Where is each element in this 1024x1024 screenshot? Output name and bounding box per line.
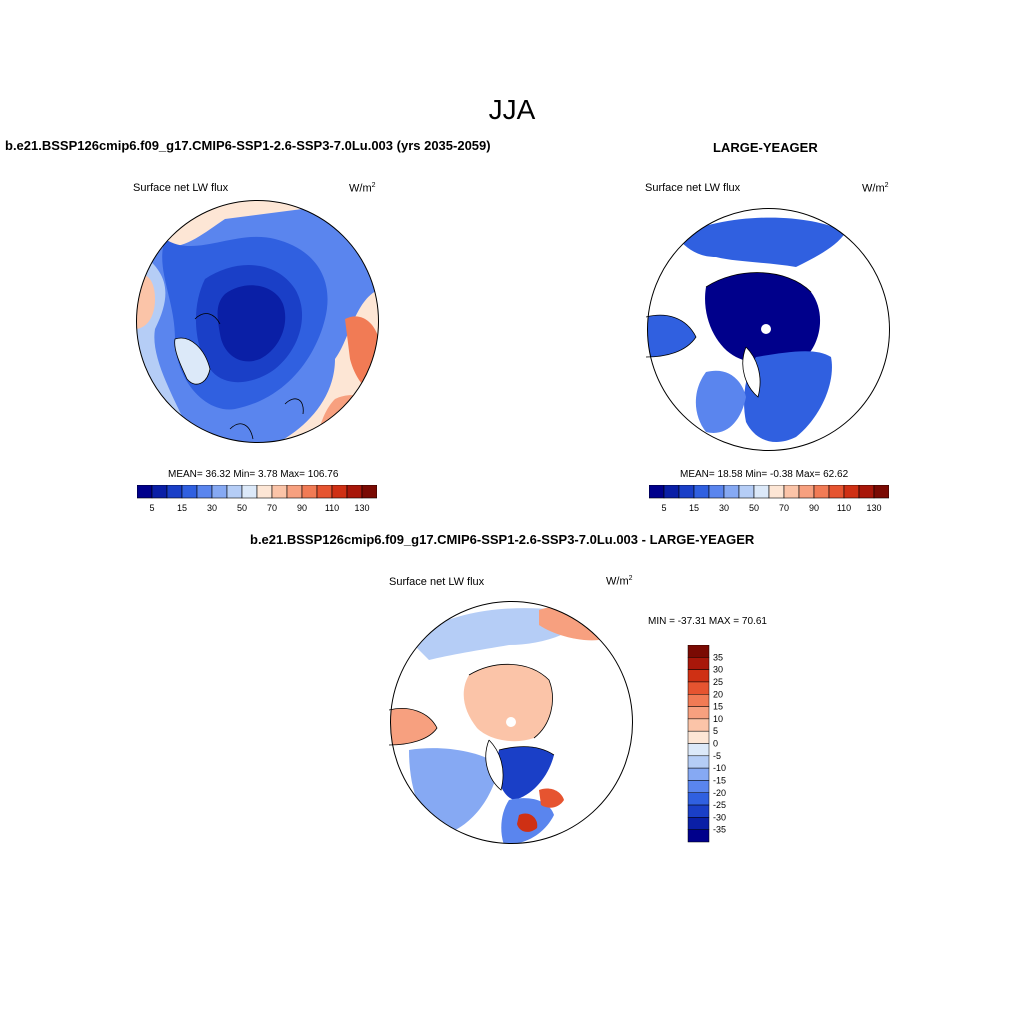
panel-b-colorbar-swatch: [693, 485, 710, 499]
panel-c-colorbar-tick-label: 25: [713, 677, 723, 687]
panel-a-colorbar-swatch: [211, 485, 228, 499]
panel-a-units: W/m2: [349, 182, 376, 195]
panel-c-colorbar-swatch: [687, 730, 710, 744]
panel-c-case-title: b.e21.BSSP126cmip6.f09_g17.CMIP6-SSP1-2.…: [250, 532, 755, 547]
panel-c-colorbar-tick-label: 10: [713, 714, 723, 724]
panel-c-colorbar-tick-label: -15: [713, 775, 726, 785]
panel-c-units: W/m2: [606, 575, 633, 588]
panel-b-colorbar-swatch: [753, 485, 770, 499]
panel-b-colorbar-tick-label: 50: [749, 503, 759, 513]
panel-a-colorbar-swatch: [181, 485, 198, 499]
panel-c-colorbar-tick-label: 15: [713, 702, 723, 712]
panel-a-colorbar-swatch: [316, 485, 333, 499]
panel-b-colorbar-swatch: [663, 485, 680, 499]
panel-a-colorbar: 5 15 30 50 70 90 110 130: [137, 485, 377, 513]
panel-c-colorbar-swatch: [687, 829, 710, 843]
panel-a-colorbar-tick-label: 70: [267, 503, 277, 513]
panel-a-colorbar-tick-label: 110: [325, 503, 339, 513]
panel-c-colorbar-tick-label: -35: [713, 825, 726, 835]
panel-b-colorbar-tick-label: 15: [689, 503, 699, 513]
panel-a-colorbar-swatch: [137, 485, 153, 499]
panel-c-colorbar-tick-label: -10: [713, 763, 726, 773]
panel-c-colorbar-swatch: [687, 718, 710, 732]
panel-b-map: [646, 208, 890, 451]
panel-a-case-title: b.e21.BSSP126cmip6.f09_g17.CMIP6-SSP1-2.…: [5, 138, 491, 153]
panel-b-colorbar-tick-label: 130: [866, 503, 881, 513]
panel-c-stats: MIN = -37.31 MAX = 70.61: [648, 616, 767, 627]
panel-b-colorbar-tick-label: 70: [779, 503, 789, 513]
panel-a-variable-label: Surface net LW flux: [133, 182, 229, 194]
panel-c-colorbar-swatch: [687, 767, 710, 781]
panel-c-colorbar-tick-label: 35: [713, 652, 723, 662]
panel-c-colorbar-swatch: [687, 694, 710, 707]
panel-b-colorbar-swatch: [768, 485, 785, 499]
panel-b-colorbar-swatch: [738, 485, 755, 499]
panel-b-colorbar-swatch: [843, 485, 860, 499]
panel-a-colorbar-tick-label: 5: [149, 503, 154, 513]
panel-b-variable-label: Surface net LW flux: [645, 182, 741, 194]
panel-c-colorbar-tick-label: 30: [713, 665, 723, 675]
panel-c-colorbar-swatch: [687, 657, 710, 670]
panel-c-colorbar-swatch: [687, 755, 710, 769]
panel-c-variable-label: Surface net LW flux: [389, 576, 485, 588]
panel-c-colorbar-tick-label: -20: [713, 788, 726, 798]
panel-b-colorbar-swatch: [783, 485, 800, 499]
panel-b-colorbar-tick-label: 90: [809, 503, 819, 513]
panel-c-map: [389, 601, 633, 844]
panel-a-colorbar-swatch: [271, 485, 288, 499]
panel-a-map: [136, 200, 379, 443]
panel-a-colorbar-swatch: [331, 485, 348, 499]
panel-b-case-title: LARGE-YEAGER: [713, 140, 818, 155]
panel-a-colorbar-swatch: [361, 485, 377, 499]
panel-c-colorbar-tick-label: -25: [713, 800, 726, 810]
panel-a-colorbar-swatch: [346, 485, 363, 499]
panel-a-colorbar-tick-label: 130: [354, 503, 369, 513]
panel-a-colorbar-tick-label: 15: [177, 503, 187, 513]
panel-a-colorbar-swatch: [301, 485, 318, 499]
panel-b-units: W/m2: [862, 182, 889, 195]
panel-b-colorbar-swatch: [723, 485, 740, 499]
panel-c-colorbar-swatch: [687, 817, 710, 830]
panel-c-colorbar-swatch: [687, 804, 710, 818]
season-title: JJA: [488, 94, 536, 125]
panel-b-colorbar-tick-label: 110: [837, 503, 851, 513]
panel-c-colorbar-tick-label: -5: [713, 751, 721, 761]
panel-b-colorbar-swatch: [828, 485, 845, 499]
panel-b-colorbar-swatch: [813, 485, 830, 499]
panel-c-colorbar-swatch: [687, 706, 710, 720]
panel-a-colorbar-swatch: [226, 485, 243, 499]
panel-c-colorbar-swatch: [687, 780, 710, 793]
panel-a-colorbar-swatch: [286, 485, 303, 499]
panel-c-colorbar-swatch: [687, 681, 710, 695]
panel-c-colorbar-swatch: [687, 645, 710, 658]
panel-b-colorbar-swatch: [708, 485, 725, 499]
panel-b-colorbar-swatch: [858, 485, 875, 499]
panel-b-colorbar-swatch: [873, 485, 889, 499]
panel-a-stats: MEAN= 36.32 Min= 3.78 Max= 106.76: [168, 469, 339, 480]
panel-a-colorbar-tick-label: 50: [237, 503, 247, 513]
panel-c-colorbar-tick-label: -30: [713, 812, 726, 822]
panel-a-colorbar-swatch: [241, 485, 258, 499]
panel-c-colorbar: 35 30 25 20 15 10 5 0 -5 -10 -15 -20 -25 -30 -35: [687, 645, 726, 843]
panel-a-colorbar-swatch: [151, 485, 168, 499]
panel-b-colorbar: 5 15 30 50 70 90 110 130: [649, 485, 889, 513]
panel-b-colorbar-tick-label: 5: [661, 503, 666, 513]
panel-b-colorbar-swatch: [678, 485, 695, 499]
panel-a-colorbar-tick-label: 90: [297, 503, 307, 513]
panel-a-colorbar-tick-label: 30: [207, 503, 217, 513]
panel-c-colorbar-swatch: [687, 669, 710, 683]
panel-c-colorbar-tick-label: 0: [713, 739, 718, 749]
panel-b-colorbar-tick-label: 30: [719, 503, 729, 513]
panel-c-colorbar-tick-label: 20: [713, 689, 723, 699]
panel-b-stats: MEAN= 18.58 Min= -0.38 Max= 62.62: [680, 469, 849, 480]
panel-b-colorbar-swatch: [649, 485, 665, 499]
panel-c-colorbar-tick-label: 5: [713, 726, 718, 736]
panel-c-colorbar-swatch: [687, 743, 710, 757]
panel-a-colorbar-swatch: [196, 485, 213, 499]
panel-b-colorbar-swatch: [798, 485, 815, 499]
panel-c-colorbar-swatch: [687, 792, 710, 806]
panel-a-colorbar-swatch: [166, 485, 183, 499]
panel-a-colorbar-swatch: [256, 485, 273, 499]
